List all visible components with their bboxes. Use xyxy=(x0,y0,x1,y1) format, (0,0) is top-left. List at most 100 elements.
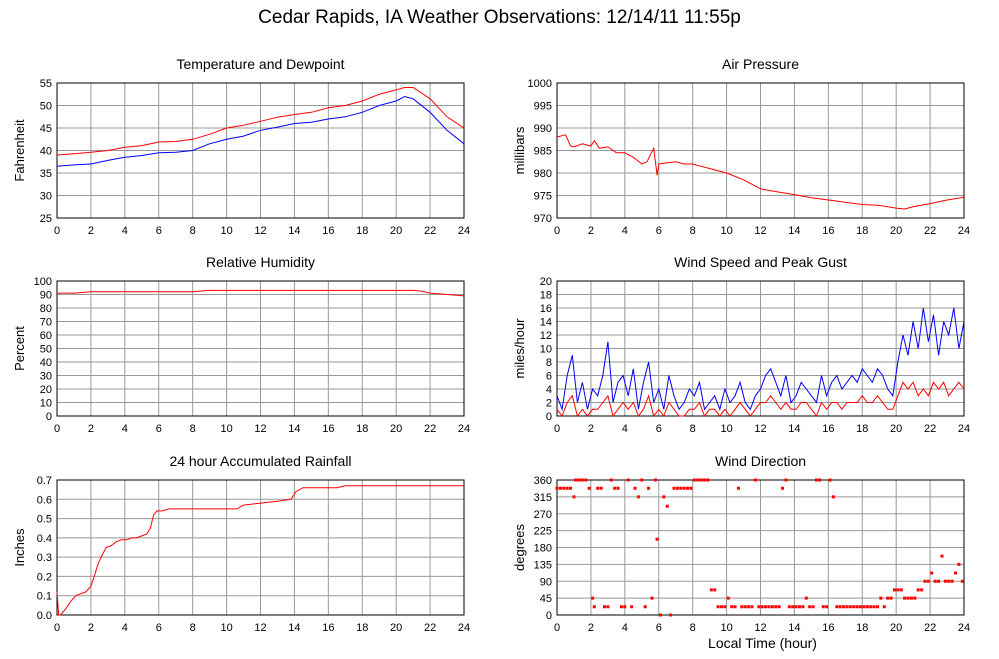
data-point xyxy=(821,605,825,609)
plot-frame xyxy=(56,479,465,616)
series-line-red xyxy=(56,87,465,156)
chart-title: 24 hour Accumulated Rainfall xyxy=(169,453,351,469)
data-point xyxy=(906,596,910,600)
data-point xyxy=(954,571,958,575)
data-point xyxy=(709,588,713,592)
x-tick-label: 14 xyxy=(788,225,800,237)
y-tick-label: 975 xyxy=(534,191,552,203)
x-tick-label: 16 xyxy=(822,225,834,237)
data-point xyxy=(767,605,771,609)
data-point xyxy=(747,605,751,609)
y-tick-label: 90 xyxy=(40,290,52,302)
chart-title: Relative Humidity xyxy=(206,254,315,270)
x-tick-label: 0 xyxy=(554,423,560,435)
x-tick-label: 22 xyxy=(424,423,436,435)
data-point xyxy=(602,605,606,609)
data-point xyxy=(852,605,856,609)
x-tick-label: 12 xyxy=(254,225,266,237)
y-tick-label: 16 xyxy=(540,303,552,315)
y-tick-label: 30 xyxy=(40,191,52,203)
x-tick-label: 20 xyxy=(390,225,402,237)
x-tick-label: 0 xyxy=(554,622,560,634)
x-tick-label: 18 xyxy=(856,423,868,435)
y-tick-label: 10 xyxy=(40,398,52,410)
data-point xyxy=(899,588,903,592)
data-point xyxy=(876,605,880,609)
y-tick-label: 10 xyxy=(540,344,552,356)
data-point xyxy=(569,486,573,490)
data-point xyxy=(679,486,683,490)
data-point xyxy=(655,537,659,541)
data-point xyxy=(669,613,673,617)
x-tick-label: 20 xyxy=(890,622,902,634)
x-tick-label: 18 xyxy=(856,622,868,634)
y-axis-label: Percent xyxy=(12,326,27,371)
data-point xyxy=(730,605,734,609)
data-point xyxy=(733,605,737,609)
data-point xyxy=(736,486,740,490)
y-tick-label: 135 xyxy=(534,559,552,571)
x-tick-label: 22 xyxy=(924,225,936,237)
data-point xyxy=(787,605,791,609)
y-tick-label: 980 xyxy=(534,168,552,180)
data-point xyxy=(859,605,863,609)
x-tick-label: 6 xyxy=(656,225,662,237)
data-point xyxy=(937,579,941,583)
x-tick-label: 12 xyxy=(254,622,266,634)
data-point xyxy=(706,478,710,482)
data-point xyxy=(555,486,559,490)
x-tick-label: 22 xyxy=(924,423,936,435)
data-point xyxy=(770,605,774,609)
x-tick-label: 8 xyxy=(690,423,696,435)
data-point xyxy=(933,579,937,583)
y-tick-label: 0 xyxy=(546,411,552,423)
data-point xyxy=(713,588,717,592)
x-tick-label: 22 xyxy=(424,622,436,634)
y-tick-label: 1000 xyxy=(528,78,552,90)
data-point xyxy=(643,605,647,609)
plot-frame xyxy=(556,82,965,219)
data-point xyxy=(791,605,795,609)
plot-frame xyxy=(556,479,965,616)
data-point xyxy=(892,588,896,592)
data-point xyxy=(662,495,666,499)
data-point xyxy=(650,596,654,600)
y-tick-label: 225 xyxy=(534,526,552,538)
x-tick-label: 10 xyxy=(220,225,232,237)
data-point xyxy=(696,478,700,482)
x-tick-label: 10 xyxy=(720,225,732,237)
data-point xyxy=(574,478,578,482)
data-point xyxy=(784,478,788,482)
series-line-blue xyxy=(556,307,965,412)
data-point xyxy=(716,605,720,609)
x-tick-label: 22 xyxy=(424,225,436,237)
x-tick-label: 8 xyxy=(190,423,196,435)
x-tick-label: 8 xyxy=(690,622,696,634)
y-tick-label: 30 xyxy=(40,371,52,383)
data-point xyxy=(623,605,627,609)
x-tick-label: 18 xyxy=(356,423,368,435)
data-point xyxy=(774,605,778,609)
data-point xyxy=(577,478,581,482)
data-point xyxy=(587,486,591,490)
data-point xyxy=(719,605,723,609)
data-point xyxy=(916,588,920,592)
data-point xyxy=(862,605,866,609)
x-tick-label: 24 xyxy=(958,423,970,435)
x-tick-label: 16 xyxy=(322,225,334,237)
data-point xyxy=(647,486,651,490)
y-tick-label: 40 xyxy=(40,357,52,369)
y-axis-label: miles/hour xyxy=(512,318,527,379)
x-tick-label: 22 xyxy=(924,622,936,634)
data-point xyxy=(886,596,890,600)
chart-title: Wind Direction xyxy=(715,453,806,469)
x-tick-label: 2 xyxy=(88,423,94,435)
y-tick-label: 14 xyxy=(540,317,552,329)
x-tick-label: 20 xyxy=(890,225,902,237)
x-tick-label: 6 xyxy=(156,225,162,237)
x-tick-label: 14 xyxy=(288,622,300,634)
